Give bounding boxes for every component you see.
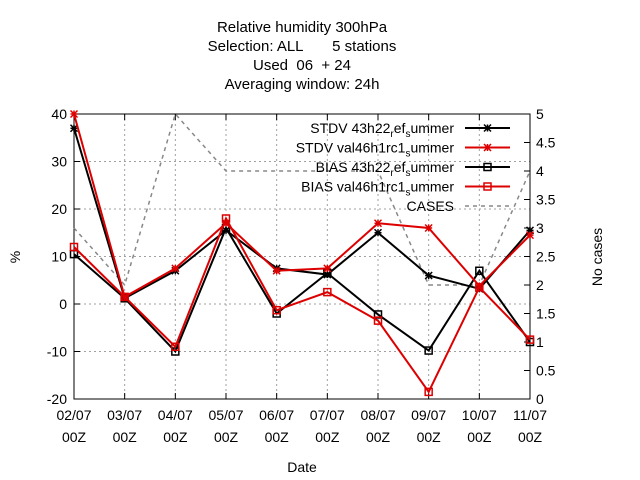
legend-marker xyxy=(483,182,492,191)
y2-tick-label: 4.5 xyxy=(536,135,556,151)
x-tick-label-date: 11/07 xyxy=(513,407,547,423)
y-tick-label: 0 xyxy=(59,296,67,312)
data-point xyxy=(424,271,433,280)
data-point xyxy=(221,214,231,223)
y2-tick-label: 3 xyxy=(536,220,544,236)
x-tick-label-time: 00Z xyxy=(265,429,290,445)
y2-tick-label: 2.5 xyxy=(536,249,556,265)
legend-label: STDV 43h22refsummer xyxy=(310,120,454,140)
x-tick-label-time: 00Z xyxy=(113,429,138,445)
x-tick-label-date: 05/07 xyxy=(208,407,243,423)
x-axis-label: Date xyxy=(287,459,317,475)
x-tick-label-date: 08/07 xyxy=(360,407,395,423)
y2-tick-label: 1.5 xyxy=(536,306,556,322)
y2-tick-label: 5 xyxy=(536,106,544,122)
data-point xyxy=(373,228,383,237)
data-point xyxy=(475,283,484,292)
y2-tick-label: 0.5 xyxy=(536,363,556,379)
x-tick-label-time: 00Z xyxy=(315,429,340,445)
title-line: Used 06 + 24 xyxy=(253,57,351,74)
x-tick-label-time: 00Z xyxy=(62,429,87,445)
x-tick-label-date: 03/07 xyxy=(107,407,142,423)
x-tick-label-time: 00Z xyxy=(214,429,239,445)
data-point xyxy=(272,266,281,275)
y-tick-label: 30 xyxy=(51,154,67,170)
x-tick-label-time: 00Z xyxy=(366,429,391,445)
data-point xyxy=(475,266,484,275)
x-tick-label-date: 02/07 xyxy=(56,407,91,423)
grid xyxy=(74,114,530,399)
data-point xyxy=(69,242,79,252)
data-point xyxy=(69,109,79,119)
legend-entry: BIAS val46h1rc1summer xyxy=(301,179,510,199)
legend-label: CASES xyxy=(407,198,454,214)
y2-tick-label: 2 xyxy=(536,277,544,293)
y2-axis-label: No cases xyxy=(589,228,605,286)
legend-label: BIAS val46h1rc1summer xyxy=(301,179,454,199)
series-line xyxy=(73,127,531,300)
data-point xyxy=(424,387,433,397)
y-tick-label: 40 xyxy=(51,106,67,122)
x-tick-label-time: 00Z xyxy=(163,429,188,445)
y-tick-label: 20 xyxy=(51,201,67,217)
data-point xyxy=(525,335,535,344)
legend-label: STDV val46h1rc1summer xyxy=(296,140,455,160)
y2-tick-label: 1 xyxy=(536,334,544,350)
x-tick-label-date: 09/07 xyxy=(411,407,446,423)
data-point xyxy=(373,219,383,228)
y2-tick-label: 4 xyxy=(536,163,544,179)
legend-marker xyxy=(483,123,492,133)
x-tick-label-date: 10/07 xyxy=(462,407,497,423)
x-axis: 02/07 00Z 03/07 00Z 04/07 00Z 05/07 00Z 06/07 00Z… xyxy=(56,114,547,445)
series-line xyxy=(73,113,531,299)
legend-marker xyxy=(483,143,492,152)
data-point xyxy=(373,310,383,319)
chart-title: Relative humidity 300hPa Selection: ALL 5… xyxy=(208,19,397,93)
legend-entry: STDV 43h22refsummer xyxy=(310,120,510,140)
y-axis-label: % xyxy=(7,251,23,263)
title-line: Selection: ALL 5 stations xyxy=(208,38,397,55)
data-point xyxy=(323,264,332,273)
series-line xyxy=(73,112,531,287)
data-point xyxy=(120,292,129,302)
y2-tick-label: 3.5 xyxy=(536,192,556,208)
y-tick-label: -20 xyxy=(47,391,67,407)
data-point xyxy=(272,305,281,315)
y-axis: -20 -10 0 10 20 30 40 xyxy=(47,106,80,407)
legend-label: BIAS 43h22refsummer xyxy=(316,159,455,179)
legend-entry: CASES xyxy=(407,198,510,214)
plot-frame xyxy=(73,113,531,400)
x-tick-label-time: 00Z xyxy=(518,429,543,445)
data-point xyxy=(323,287,332,297)
x-tick-label-time: 00Z xyxy=(467,429,492,445)
y-tick-label: 10 xyxy=(51,249,67,265)
data-point xyxy=(171,342,180,351)
series-layer xyxy=(69,109,535,397)
series-3 xyxy=(69,214,535,397)
series-line xyxy=(73,225,531,354)
legend-entry: STDV val46h1rc1summer xyxy=(296,140,510,160)
x-tick-label-time: 00Z xyxy=(417,429,442,445)
legend-marker xyxy=(483,162,492,172)
x-tick-label-date: 04/07 xyxy=(158,407,193,423)
title-line: Averaging window: 24h xyxy=(225,76,380,93)
data-point xyxy=(373,316,383,325)
x-tick-label-date: 07/07 xyxy=(310,407,345,423)
series-4 xyxy=(73,112,531,287)
y-tick-label: -10 xyxy=(47,344,67,360)
y2-tick-label: 0 xyxy=(536,391,544,407)
data-point xyxy=(171,264,180,273)
data-point xyxy=(424,346,433,355)
data-point xyxy=(424,223,433,233)
x-tick-label-date: 06/07 xyxy=(259,407,294,423)
title-line: Relative humidity 300hPa xyxy=(217,19,388,36)
legend-entry: BIAS 43h22refsummer xyxy=(316,159,510,179)
series-line xyxy=(73,216,531,394)
data-point xyxy=(525,231,535,240)
y2-axis: 0 0.5 1 1.5 2 2.5 3 3.5 4 4.5 5 xyxy=(524,106,556,407)
